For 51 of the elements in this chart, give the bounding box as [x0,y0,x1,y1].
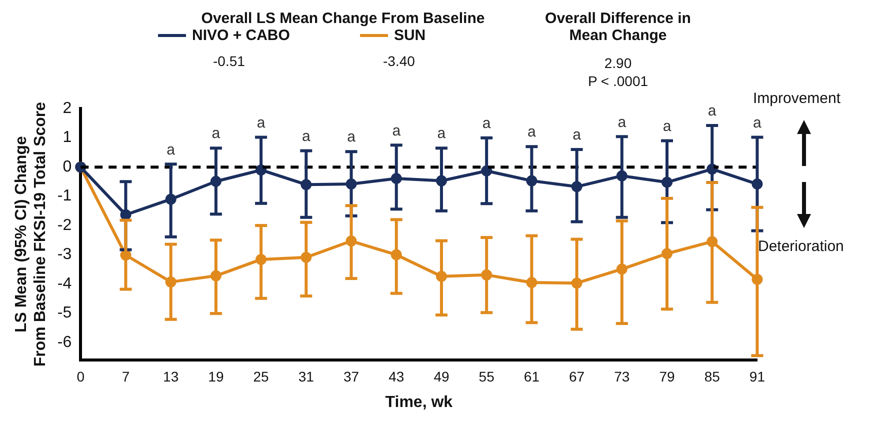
text: -3.40 [383,53,415,69]
x-tick-label: 73 [614,368,630,384]
x-tick-label: 67 [569,368,585,384]
y-axis-title: LS Mean (95% CI) Change From Baseline FKSI-19 Total Score [13,102,50,367]
x-tick-label: 55 [478,368,495,384]
x-tick-label: 49 [434,368,450,384]
y-tick-label: -1 [57,188,72,205]
annotation: a [708,102,717,120]
y-tick-label: -2 [57,216,72,234]
x-tick-label: 0 [76,368,85,384]
y-tick-label: 0 [62,158,72,176]
annotation: a [528,124,537,141]
text: Deterioration [758,238,844,255]
annotation: a [347,128,356,146]
x-tick-label: 79 [659,368,675,384]
x-tick-label: 19 [208,368,224,384]
x-tick-label: 13 [163,368,179,384]
annotation: a [437,125,446,142]
annotation: a [572,126,582,144]
annotation: a [212,125,221,142]
x-tick-label: 31 [298,368,314,384]
legend-label: NIVO + CABO [192,27,290,44]
x-tick-label: 7 [122,368,130,384]
annotation: a [392,122,402,140]
text: -0.51 [213,53,245,69]
legend-title: Overall LS Mean Change From Baseline [200,10,486,27]
y-tick-label: 1 [62,129,72,146]
annotation: a [256,114,266,132]
annotation: a [753,114,762,132]
x-tick-label: 37 [343,368,360,384]
y-tick-label: -5 [57,304,72,322]
text: Overall Difference in Mean Change [544,10,692,44]
x-tick-label: 25 [253,368,270,384]
annotation: a [302,128,311,145]
x-tick-label: 61 [524,368,540,384]
x-axis-title: Time, wk [385,394,453,411]
x-tick-label: 91 [749,368,766,384]
y-tick-label: 2 [62,100,72,118]
annotation: a [166,141,176,158]
annotation: a [482,114,492,132]
text: P < .0001 [586,72,650,90]
annotation: a [662,118,672,135]
y-tick-label: -6 [57,334,72,351]
annotation: Improvement [753,90,841,107]
y-tick-label: -4 [57,275,72,292]
annotation: a [618,114,627,131]
text: 2.90 [603,54,633,72]
x-tick-label: 43 [388,368,404,384]
x-tick-label: 85 [704,368,720,384]
y-tick-label: -3 [57,246,72,264]
legend-label: SUN [394,27,426,44]
